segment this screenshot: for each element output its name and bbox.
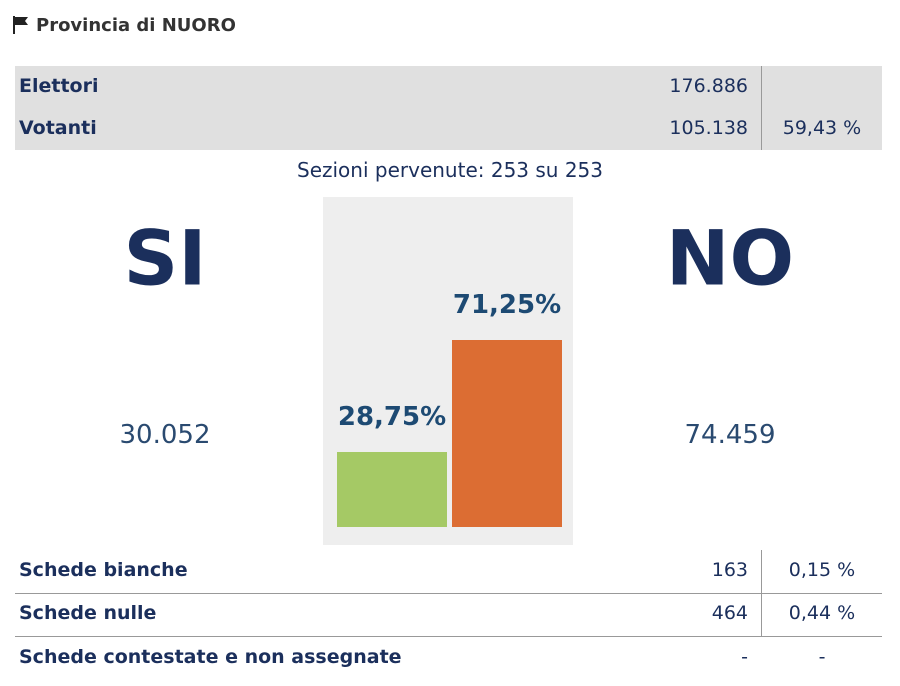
result-label: SI — [123, 213, 207, 303]
header-title: Provincia di NUORO — [36, 15, 236, 36]
row-separator — [15, 593, 882, 594]
row-separator — [15, 636, 882, 637]
bar-label: 71,25% — [452, 290, 562, 321]
summary-table — [15, 66, 882, 150]
row-percent: 59,43 % — [782, 117, 862, 139]
row-value: 176.886 — [669, 75, 748, 97]
row-percent: 0,44 % — [788, 602, 856, 624]
bar-label: 28,75% — [337, 401, 447, 432]
row-percent: 0,15 % — [788, 559, 856, 581]
row-value: 105.138 — [669, 117, 748, 139]
flag-icon — [13, 16, 28, 34]
sections: Sezioni pervenute: 253 su 253 — [297, 158, 603, 182]
row-value: 464 — [711, 602, 748, 624]
row-label: Votanti — [19, 117, 97, 139]
row-label: Schede bianche — [19, 559, 188, 581]
result-label: NO — [665, 213, 795, 303]
row-label: Schede nulle — [19, 602, 157, 624]
row-label: Elettori — [19, 75, 99, 97]
divider — [761, 66, 762, 150]
row-percent: - — [818, 646, 826, 668]
result-votes: 74.459 — [684, 420, 776, 450]
bar — [337, 451, 447, 527]
result-votes: 30.052 — [119, 420, 211, 450]
row-value: - — [741, 646, 748, 668]
row-value: 163 — [711, 559, 748, 581]
row-label: Schede contestate e non assegnate — [19, 646, 402, 668]
bar — [452, 340, 562, 527]
